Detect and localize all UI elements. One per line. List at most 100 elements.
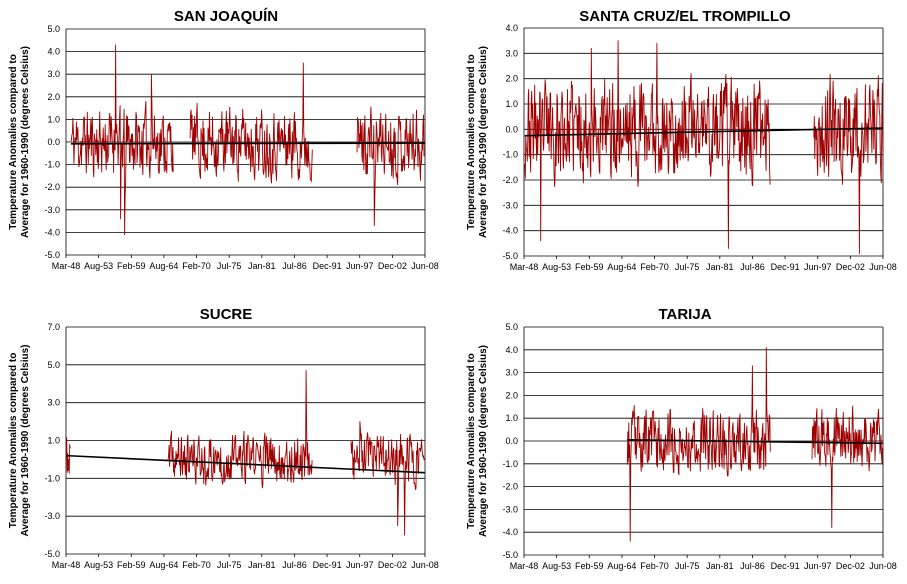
y-axis-label-line-2: Average for 1960-1990 (degrees Celsius) — [20, 345, 31, 537]
y-axis-label-line-1: Temperature Anomalies compared to — [466, 54, 477, 230]
chart-panel-1: SAN JOAQUÍN Temperature Anomalies compare… — [8, 8, 439, 271]
x-tick-label: Feb-59 — [575, 561, 604, 571]
x-tick-label: Aug-64 — [149, 560, 178, 570]
x-tick-label: Jul-75 — [217, 560, 242, 570]
x-tick-label: Feb-70 — [640, 561, 669, 571]
y-tick-label: 5.0 — [505, 322, 518, 332]
x-tick-label: Mar-48 — [52, 560, 81, 570]
y-tick-label: -5.0 — [44, 549, 60, 559]
y-tick-label: 2.0 — [505, 74, 518, 84]
x-tick-label: Dec-91 — [313, 560, 342, 570]
y-tick-label: 7.0 — [47, 322, 60, 332]
x-tick-label: Jul-75 — [217, 261, 242, 271]
y-axis-label-line-2: Average for 1960-1990 (degrees Celsius) — [20, 46, 31, 238]
y-tick-label: 2.0 — [505, 390, 518, 400]
x-tick-label: Feb-59 — [117, 560, 146, 570]
x-tick-label: Jul-86 — [740, 262, 765, 272]
anomaly-series-line — [356, 106, 425, 227]
x-tick-label: Aug-53 — [84, 261, 113, 271]
x-tick-label: Jul-86 — [282, 560, 307, 570]
y-tick-label: -5.0 — [502, 251, 518, 261]
y-tick-label: 5.0 — [47, 360, 60, 370]
x-tick-label: Mar-48 — [510, 262, 539, 272]
x-tick-label: Aug-64 — [149, 261, 178, 271]
anomaly-series-line — [811, 405, 883, 529]
chart-panel-2: SANTA CRUZ/EL TROMPILLO Temperature Anoma… — [466, 8, 897, 272]
chart-title: SUCRE — [200, 306, 253, 323]
trend-line — [66, 454, 425, 474]
y-tick-label: -5.0 — [502, 550, 518, 560]
y-tick-label: 1.0 — [505, 413, 518, 423]
x-tick-label: Feb-59 — [117, 261, 146, 271]
x-tick-label: Feb-70 — [182, 560, 211, 570]
y-tick-label: -5.0 — [44, 250, 60, 260]
y-axis-label-line-2: Average for 1960-1990 (degrees Celsius) — [478, 345, 489, 537]
x-tick-label: Jan-81 — [248, 261, 276, 271]
y-axis-label: Temperature Anomalies compared toAverage… — [8, 345, 31, 537]
x-tick-label: Jun-97 — [804, 262, 832, 272]
x-tick-label: Jun-08 — [869, 561, 897, 571]
x-tick-label: Feb-59 — [575, 262, 604, 272]
trend-line — [524, 127, 883, 137]
x-tick-label: Aug-64 — [607, 262, 636, 272]
y-tick-label: 1.0 — [47, 114, 60, 124]
y-tick-label: -3.0 — [44, 205, 60, 215]
x-tick-label: Dec-02 — [378, 261, 407, 271]
anomaly-series-line — [167, 370, 313, 489]
y-tick-label: 4.0 — [47, 47, 60, 57]
x-tick-label: Dec-91 — [771, 262, 800, 272]
y-tick-label: -4.0 — [502, 527, 518, 537]
x-tick-label: Jun-97 — [346, 261, 374, 271]
y-tick-label: -2.0 — [502, 175, 518, 185]
anomaly-series-line — [70, 44, 174, 236]
y-axis-label: Temperature Anomalies compared toAverage… — [8, 46, 31, 238]
y-axis-label-line-1: Temperature Anomalies compared to — [8, 353, 19, 529]
anomaly-series-line — [189, 62, 313, 184]
x-tick-label: Aug-53 — [542, 561, 571, 571]
x-tick-label: Jun-08 — [411, 560, 439, 570]
x-tick-label: Dec-91 — [313, 261, 342, 271]
y-tick-label: 4.0 — [505, 23, 518, 33]
y-tick-label: 3.0 — [505, 48, 518, 58]
y-tick-label: -2.0 — [502, 482, 518, 492]
y-tick-label: -3.0 — [44, 511, 60, 521]
x-tick-label: Jun-97 — [346, 560, 374, 570]
x-tick-label: Feb-70 — [182, 261, 211, 271]
y-tick-label: 0.0 — [47, 137, 60, 147]
y-tick-label: -2.0 — [44, 182, 60, 192]
chart-title: SANTA CRUZ/EL TROMPILLO — [579, 8, 791, 25]
x-tick-label: Jul-86 — [282, 261, 307, 271]
y-tick-label: -3.0 — [502, 200, 518, 210]
anomaly-series-line — [65, 437, 71, 474]
anomaly-series-line — [524, 40, 771, 249]
x-tick-label: Aug-53 — [542, 262, 571, 272]
y-tick-label: -1.0 — [44, 160, 60, 170]
x-tick-label: Jul-86 — [740, 561, 765, 571]
y-tick-label: 0.0 — [505, 436, 518, 446]
y-tick-label: 0.0 — [505, 124, 518, 134]
y-axis-label-line-1: Temperature Anomalies compared to — [466, 353, 477, 529]
y-axis-label: Temperature Anomalies compared toAverage… — [466, 345, 489, 537]
y-tick-label: -1.0 — [502, 150, 518, 160]
x-tick-label: Mar-48 — [510, 561, 539, 571]
y-tick-label: -1.0 — [502, 459, 518, 469]
x-tick-label: Jul-75 — [675, 561, 700, 571]
y-axis-label-line-2: Average for 1960-1990 (degrees Celsius) — [478, 46, 489, 238]
y-tick-label: 1.0 — [47, 436, 60, 446]
x-tick-label: Dec-02 — [836, 262, 865, 272]
y-tick-label: 2.0 — [47, 92, 60, 102]
y-tick-label: 4.0 — [505, 345, 518, 355]
y-tick-label: 5.0 — [47, 24, 60, 34]
x-tick-label: Aug-64 — [607, 561, 636, 571]
x-tick-label: Jun-97 — [804, 561, 832, 571]
chart-title: TARIJA — [658, 306, 711, 323]
y-tick-label: 3.0 — [47, 69, 60, 79]
x-tick-label: Jun-08 — [869, 262, 897, 272]
y-tick-label: 1.0 — [505, 99, 518, 109]
trend-line — [70, 142, 425, 145]
chart-panel-3: SUCRE Temperature Anomalies compared toAv… — [8, 306, 439, 570]
anomaly-series-line — [813, 73, 884, 254]
anomaly-series-line — [350, 421, 425, 536]
